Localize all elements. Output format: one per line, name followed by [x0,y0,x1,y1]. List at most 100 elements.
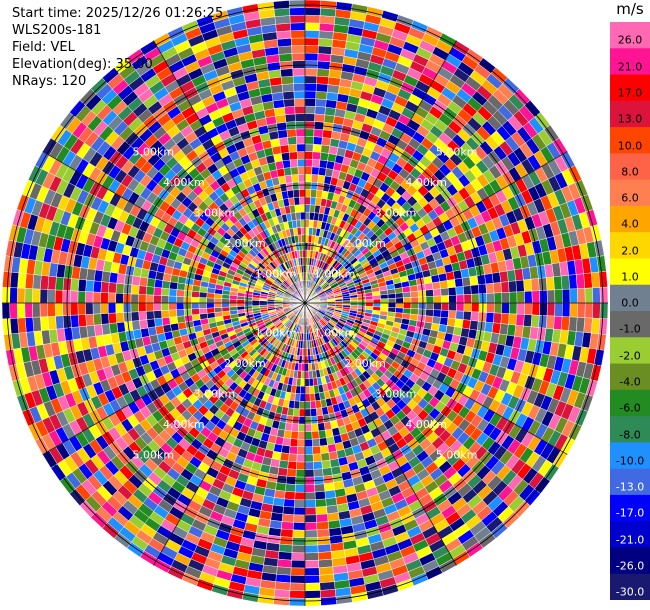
velocity-cell [24,273,35,289]
velocity-cell [130,302,139,313]
field-text: Field: VEL [12,40,75,55]
velocity-cell [304,166,313,175]
velocity-cell [319,152,329,162]
velocity-cell [300,370,306,380]
velocity-cell [293,196,301,206]
velocity-cell [138,294,147,304]
velocity-cell [402,307,412,315]
velocity-cell [486,292,495,304]
velocity-cell [560,316,571,331]
velocity-cell [39,302,49,318]
velocity-cell [168,302,177,311]
velocity-cell [309,385,315,395]
colorbar-tick-label: -1.0 [619,322,641,336]
velocity-cell [145,302,154,312]
velocity-cell [463,302,472,312]
velocity-cell [54,302,64,317]
velocity-cell [484,321,494,333]
velocity-cell [16,287,26,304]
velocity-cell [304,348,309,357]
velocity-cell [315,400,322,409]
velocity-cell [304,393,311,402]
velocity-cell [311,423,319,432]
velocity-cell [304,234,309,243]
velocity-cell [291,174,299,183]
velocity-cell [446,279,456,289]
velocity-cell [387,297,397,304]
velocity-cell [395,302,404,309]
instrument-text: WLS200s-181 [12,23,102,38]
velocity-cell [2,318,12,335]
velocity-cell [508,291,518,304]
velocity-cell [432,309,442,318]
velocity-cell [304,151,314,160]
velocity-cell [283,167,292,177]
velocity-cell [372,302,382,308]
velocity-cell [304,22,320,31]
velocity-cell [539,290,548,304]
velocity-cell [221,306,230,312]
velocity-cell [418,302,427,310]
velocity-cell [486,302,495,314]
velocity-cell [294,499,306,508]
velocity-cell [146,277,156,288]
velocity-cell [312,445,322,455]
velocity-cell [296,461,306,470]
velocity-cell [183,302,192,310]
velocity-cell [275,114,287,124]
velocity-cell [294,98,306,107]
velocity-cell [320,452,331,462]
velocity-cell [317,53,332,63]
velocity-cell [365,299,374,304]
velocity-cell [304,537,318,546]
colorbar-tick-label: -8.0 [619,428,641,441]
velocity-cell [599,302,608,320]
velocity-cell [531,302,541,316]
velocity-cell [380,298,389,304]
velocity-cell [130,293,139,304]
velocity-cell [47,315,57,331]
velocity-cell [280,521,294,531]
velocity-cell [319,7,337,17]
velocity-cell [287,136,297,146]
velocity-cell [297,431,306,440]
colorbar-tick-label: 21.0 [617,60,643,74]
velocity-cell [107,302,117,314]
velocity-cell [298,189,306,198]
velocity-cell [277,129,288,139]
velocity-cell [461,319,471,330]
velocity-cell [304,582,321,592]
velocity-cell [523,314,533,328]
velocity-cell [304,90,317,100]
velocity-cell [311,174,319,183]
velocity-cell [309,393,316,402]
range-ring-label: 5.00km [436,145,478,158]
velocity-cell [291,45,306,54]
velocity-cell [276,168,286,178]
velocity-cell [183,290,193,298]
velocity-cell [417,290,427,298]
velocity-cell [145,294,154,304]
velocity-cell [145,310,155,320]
velocity-cell [153,302,162,312]
velocity-cell [584,302,594,319]
range-ring-label: 1.00km [255,268,297,281]
velocity-cell [116,321,126,333]
colorbar-tick-label: -17.0 [615,506,645,520]
velocity-cell [394,287,404,294]
velocity-cell [304,484,316,493]
velocity-cell [470,284,480,295]
velocity-cell [115,302,124,314]
velocity-cell [321,459,332,469]
colorbar-tick-label: 8.0 [621,165,639,179]
velocity-cell [138,302,147,312]
velocity-cell [273,0,290,10]
velocity-cell [310,189,318,198]
velocity-cell [274,581,291,591]
velocity-cell [315,513,329,523]
velocity-cell [62,290,71,304]
velocity-cell [310,408,318,417]
velocity-cell [116,273,126,285]
velocity-cell [161,287,170,297]
velocity-cell [425,296,435,304]
